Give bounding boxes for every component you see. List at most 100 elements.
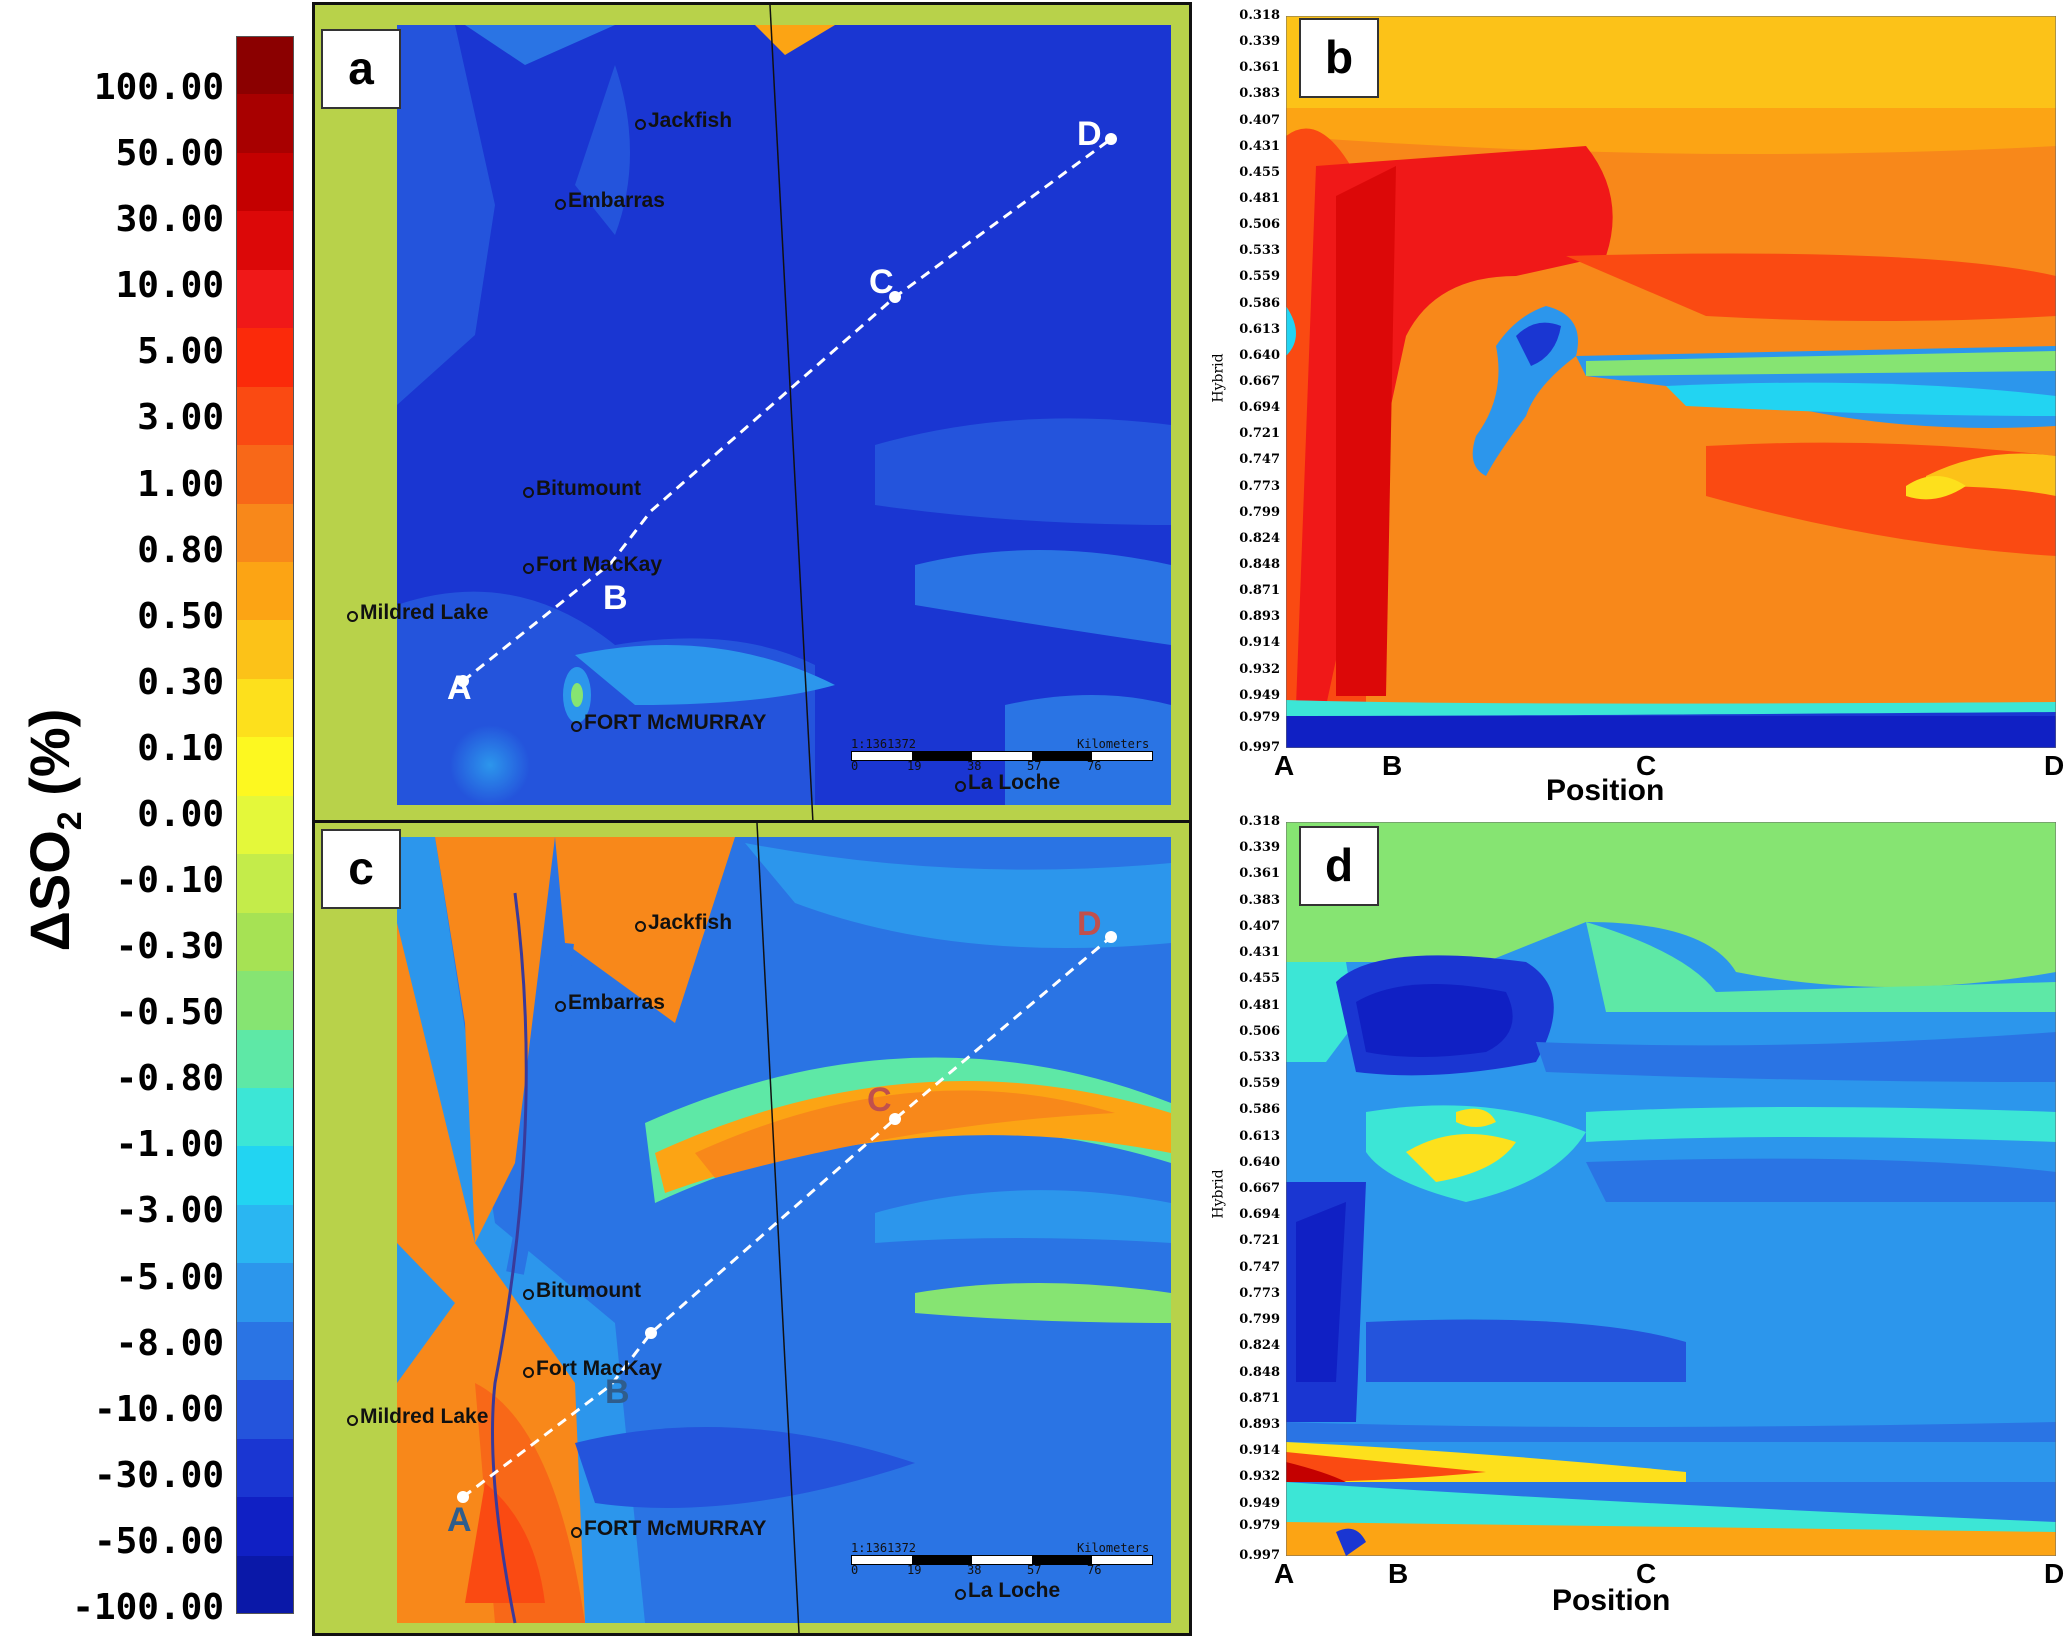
panel-label-a: a: [321, 29, 401, 109]
cross-section-ytick-label: 0.318: [1239, 814, 1280, 829]
scale-tick-3-c: 57: [1027, 1563, 1042, 1577]
cross-section-ytick-label: 0.339: [1239, 840, 1280, 856]
cross-section-d: d Hybrid 0.318 0.339 0.361 0.383 0.407 0.431 0…: [1196, 814, 2067, 1632]
colorbar-tick-label: 0.10: [137, 727, 224, 769]
place-embarras-c: Embarras: [555, 991, 665, 1015]
cross-section-ytick-label: 0.979: [1239, 709, 1280, 725]
map-c-field: [315, 823, 1189, 1633]
cross-section-ytick-label: 0.893: [1239, 609, 1280, 625]
scale-tick-1-c: 19: [907, 1563, 922, 1577]
cross-section-b-field: [1286, 16, 2056, 748]
colorbar-tick-label: -5.00: [115, 1256, 224, 1298]
cross-section-ytick-label: 0.361: [1239, 60, 1280, 76]
cross-section-ytick-label: 0.694: [1239, 400, 1280, 416]
map-panel-a: a Jackfish Embarras Bitumount Fort MacKa…: [312, 2, 1192, 826]
cross-section-ytick-label: 0.339: [1239, 34, 1280, 50]
colorbar-segment: [236, 1204, 294, 1264]
cross-section-b-xtick-c: C: [1636, 750, 1657, 781]
cross-section-ytick-label: 0.506: [1239, 1023, 1280, 1039]
panel-label-b: b: [1299, 18, 1379, 98]
scale-tick-0: 0: [851, 759, 859, 773]
transect-point-c: C: [869, 263, 894, 301]
colorbar-segment: [236, 152, 294, 212]
scale-tick-2-c: 38: [967, 1563, 982, 1577]
cross-section-d-ylabel: Hybrid: [1210, 1169, 1227, 1219]
colorbar-tick-label: 50.00: [115, 133, 224, 175]
scale-tick-4-c: 76: [1087, 1563, 1102, 1577]
place-la-loche: La Loche: [955, 771, 1060, 795]
scale-ratio: 1:1361372: [851, 737, 917, 751]
cross-section-ytick-label: 0.949: [1239, 1495, 1280, 1511]
colorbar-tick-label: 0.80: [137, 529, 224, 571]
cross-section-b: b Hybrid 0.318 0.339 0.361 0.383 0.407 0.431 0…: [1196, 0, 2067, 816]
place-jackfish-c: Jackfish: [635, 911, 732, 935]
cross-section-ytick-label: 0.586: [1239, 295, 1280, 311]
colorbar-tick-label: -1.00: [115, 1124, 224, 1166]
colorbar-segment: [236, 971, 294, 1031]
colorbar-tick-label: 10.00: [115, 265, 224, 307]
colorbar-tick-label: 100.00: [93, 67, 224, 108]
cross-section-ytick-label: 0.747: [1239, 1259, 1280, 1275]
scale-bar-c: 1:1361372 0 19 38 57 76 Kilometers: [851, 1541, 1153, 1577]
scale-ratio-c: 1:1361372: [851, 1541, 917, 1555]
colorbar-tick-label: 5.00: [137, 331, 224, 373]
scale-tick-2: 38: [967, 759, 982, 773]
colorbar-segment: [236, 94, 294, 154]
cross-section-d-xtick-c: C: [1636, 1558, 1657, 1589]
cross-section-ytick-label: 0.914: [1239, 1443, 1280, 1459]
colorbar-segment: [236, 1380, 294, 1440]
place-mildred-lake-c: Mildred Lake: [347, 1405, 488, 1429]
transect-point-a: A: [447, 669, 472, 707]
colorbar-segment: [236, 211, 294, 271]
place-fort-mackay-c: Fort MacKay: [523, 1357, 662, 1381]
colorbar-tick-label: -10.00: [93, 1388, 224, 1430]
place-bitumount: Bitumount: [523, 477, 641, 501]
cross-section-b-xtick-b: B: [1382, 750, 1403, 781]
cross-section-ytick-label: 0.694: [1239, 1207, 1280, 1223]
colorbar-segment: [236, 912, 294, 972]
place-jackfish: Jackfish: [635, 109, 732, 133]
cross-section-ytick-label: 0.383: [1239, 86, 1280, 102]
colorbar-segment: [236, 503, 294, 563]
cross-section-ytick-label: 0.979: [1239, 1517, 1280, 1533]
map-panel-c: c Jackfish Embarras Bitumount Fort MacKa…: [312, 820, 1192, 1636]
cross-section-ytick-label: 0.431: [1239, 945, 1280, 961]
cross-section-ytick-label: 0.667: [1239, 374, 1280, 389]
colorbar-segment: [236, 1321, 294, 1381]
panel-label-d: d: [1299, 826, 1379, 906]
cross-section-ytick-label: 0.318: [1239, 8, 1280, 23]
cross-section-ytick-label: 0.361: [1239, 866, 1280, 882]
colorbar-segment: [236, 562, 294, 621]
scale-unit: Kilometers: [1077, 737, 1150, 751]
cross-section-ytick-label: 0.747: [1239, 452, 1280, 468]
transect-point-d: D: [1077, 115, 1102, 153]
colorbar-tick-label: -30.00: [93, 1454, 224, 1496]
place-bitumount-c: Bitumount: [523, 1279, 641, 1303]
cross-section-ytick-label: 0.824: [1239, 1338, 1280, 1354]
colorbar-segment: [236, 386, 294, 446]
cross-section-ytick-label: 0.533: [1239, 1049, 1280, 1065]
cross-section-ytick-label: 0.799: [1239, 1312, 1280, 1328]
place-fort-mcmurray: FORT McMURRAY: [571, 711, 766, 735]
cross-section-ytick-label: 0.407: [1239, 918, 1280, 934]
colorbar-tick-label: 1.00: [137, 463, 224, 505]
cross-section-ytick-label: 0.932: [1239, 661, 1280, 677]
cross-section-ytick-label: 0.914: [1239, 635, 1280, 651]
colorbar-tick-label: -8.00: [115, 1322, 224, 1364]
colorbar-segment: [236, 795, 294, 855]
cross-section-ytick-label: 0.383: [1239, 892, 1280, 908]
transect-point-a-c: A: [447, 1501, 472, 1539]
transect-point-c-c: C: [867, 1081, 892, 1119]
cross-section-ytick-label: 0.932: [1239, 1469, 1280, 1485]
cross-section-b-ylabel: Hybrid: [1210, 353, 1227, 403]
scale-tick-1: 19: [907, 759, 922, 773]
colorbar-tick-label: -0.10: [115, 860, 224, 902]
place-fort-mcmurray-c: FORT McMURRAY: [571, 1517, 766, 1541]
colorbar-segment: [236, 36, 294, 95]
cross-section-ytick-label: 0.559: [1239, 1076, 1280, 1092]
cross-section-ytick-label: 0.848: [1239, 1364, 1280, 1380]
cross-section-ytick-label: 0.871: [1239, 1390, 1280, 1406]
cross-section-d-field: [1286, 822, 2056, 1556]
colorbar-tick-label: -50.00: [93, 1520, 224, 1562]
colorbar-segment: [236, 269, 294, 329]
